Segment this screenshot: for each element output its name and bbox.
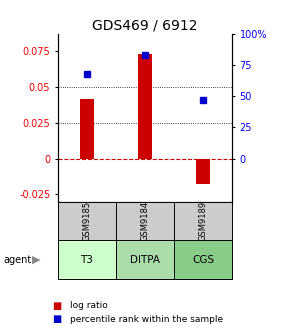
Text: DITPA: DITPA — [130, 255, 160, 264]
Text: GSM9189: GSM9189 — [198, 201, 208, 241]
Bar — [196, 159, 210, 184]
Title: GDS469 / 6912: GDS469 / 6912 — [92, 18, 198, 33]
Text: ■: ■ — [52, 314, 61, 324]
Text: percentile rank within the sample: percentile rank within the sample — [70, 315, 223, 324]
Text: T3: T3 — [81, 255, 93, 264]
Bar — [80, 99, 94, 159]
Text: GSM9185: GSM9185 — [82, 201, 92, 241]
Text: ■: ■ — [52, 301, 61, 311]
Text: log ratio: log ratio — [70, 301, 107, 310]
Bar — [138, 54, 152, 159]
Text: agent: agent — [3, 255, 31, 264]
Text: CGS: CGS — [192, 255, 214, 264]
Text: GSM9184: GSM9184 — [140, 201, 150, 241]
Text: ▶: ▶ — [32, 255, 41, 264]
